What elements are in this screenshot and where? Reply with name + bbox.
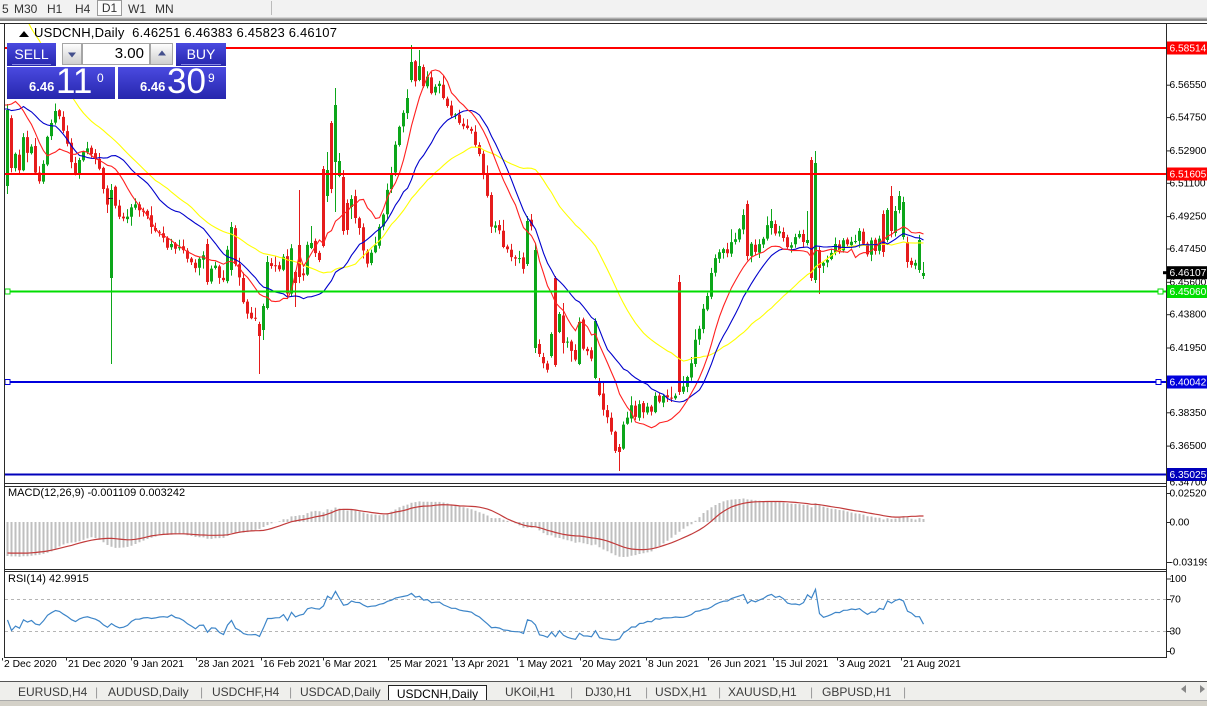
svg-text:26 Jun 2021: 26 Jun 2021 bbox=[710, 659, 767, 670]
svg-text:6.38350: 6.38350 bbox=[1170, 408, 1207, 419]
svg-text:28 Jan 2021: 28 Jan 2021 bbox=[198, 659, 255, 670]
svg-text:0: 0 bbox=[1170, 647, 1176, 658]
svg-text:21 Dec 2020: 21 Dec 2020 bbox=[68, 659, 127, 670]
svg-text:6.58514: 6.58514 bbox=[1170, 44, 1207, 55]
svg-text:16 Feb 2021: 16 Feb 2021 bbox=[263, 659, 321, 670]
svg-text:6.47450: 6.47450 bbox=[1170, 244, 1207, 255]
svg-text:6.51605: 6.51605 bbox=[1170, 170, 1207, 181]
svg-text:13 Apr 2021: 13 Apr 2021 bbox=[454, 659, 510, 670]
svg-text:6.43800: 6.43800 bbox=[1170, 310, 1207, 321]
svg-text:6.51100: 6.51100 bbox=[1170, 178, 1206, 189]
svg-text:6.35025: 6.35025 bbox=[1170, 470, 1207, 481]
svg-text:6.41950: 6.41950 bbox=[1170, 343, 1207, 354]
svg-text:0.00: 0.00 bbox=[1170, 518, 1190, 529]
svg-text:-0.03199: -0.03199 bbox=[1170, 558, 1207, 569]
svg-text:6.40042: 6.40042 bbox=[1170, 378, 1207, 389]
svg-text:25 Mar 2021: 25 Mar 2021 bbox=[390, 659, 448, 670]
svg-text:6.45060: 6.45060 bbox=[1170, 287, 1207, 298]
svg-text:8 Jun 2021: 8 Jun 2021 bbox=[648, 659, 699, 670]
svg-text:70: 70 bbox=[1170, 595, 1182, 606]
svg-text:3 Aug 2021: 3 Aug 2021 bbox=[839, 659, 891, 670]
svg-text:15 Jul 2021: 15 Jul 2021 bbox=[775, 659, 829, 670]
svg-text:6 Mar 2021: 6 Mar 2021 bbox=[325, 659, 377, 670]
svg-text:6.52900: 6.52900 bbox=[1170, 146, 1207, 157]
svg-text:RSI(14) 42.9915: RSI(14) 42.9915 bbox=[8, 573, 89, 585]
svg-text:0.025209: 0.025209 bbox=[1170, 489, 1207, 500]
svg-text:6.34700: 6.34700 bbox=[1170, 478, 1207, 489]
svg-text:6.46107: 6.46107 bbox=[1170, 268, 1207, 279]
svg-text:21 Aug 2021: 21 Aug 2021 bbox=[903, 659, 961, 670]
svg-text:30: 30 bbox=[1170, 627, 1182, 638]
svg-text:2 Dec 2020: 2 Dec 2020 bbox=[4, 659, 57, 670]
svg-text:6.36500: 6.36500 bbox=[1170, 441, 1207, 452]
svg-text:6.56550: 6.56550 bbox=[1170, 80, 1207, 91]
svg-text:6.49250: 6.49250 bbox=[1170, 212, 1207, 223]
svg-text:6.54750: 6.54750 bbox=[1170, 113, 1207, 124]
svg-text:9 Jan 2021: 9 Jan 2021 bbox=[133, 659, 184, 670]
svg-text:6.45600: 6.45600 bbox=[1170, 277, 1207, 288]
svg-text:1 May 2021: 1 May 2021 bbox=[519, 659, 573, 670]
svg-text:100: 100 bbox=[1170, 574, 1187, 585]
svg-text:20 May 2021: 20 May 2021 bbox=[582, 659, 642, 670]
svg-text:MACD(12,26,9) -0.001109 0.0032: MACD(12,26,9) -0.001109 0.003242 bbox=[8, 487, 185, 499]
